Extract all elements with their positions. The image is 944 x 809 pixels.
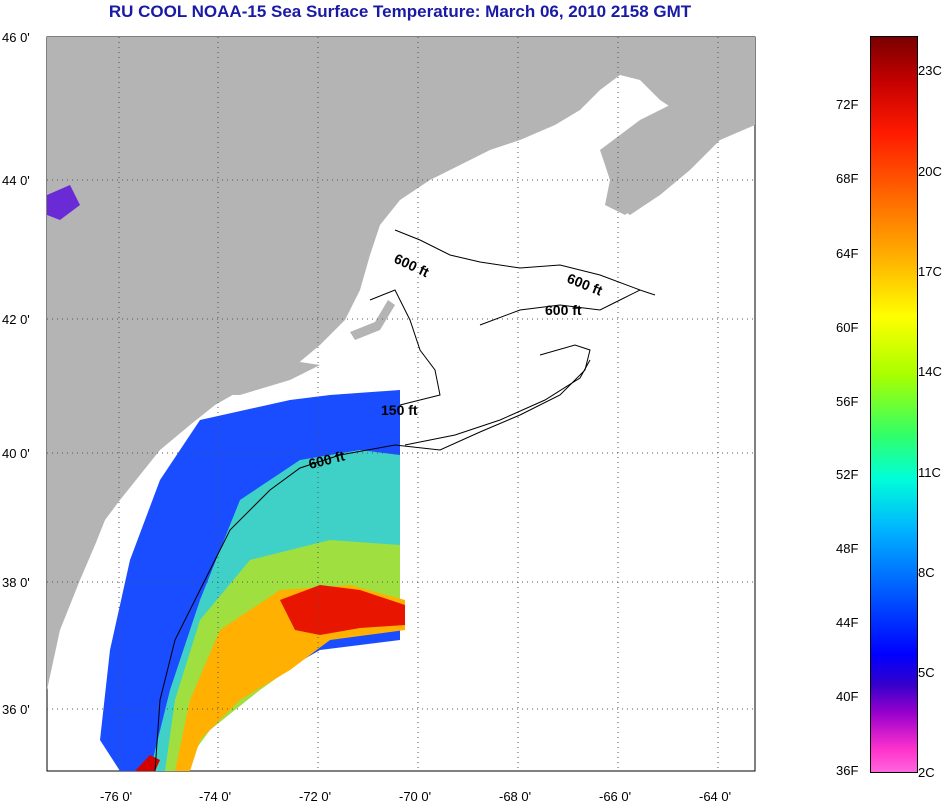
colorbar-f-36: 36F (836, 763, 859, 778)
lat-label-38: 38 0' (2, 575, 30, 590)
cape-cod (350, 300, 395, 340)
lon-label-74: -74 0' (199, 789, 231, 804)
colorbar-c-14: 14C (918, 364, 942, 379)
lon-label-72: -72 0' (299, 789, 331, 804)
sst-inland-purple (47, 185, 80, 220)
lon-label-68: -68 0' (499, 789, 531, 804)
colorbar-c-17: 17C (918, 264, 942, 279)
lat-label-44: 44 0' (2, 173, 30, 188)
lat-label-42: 42 0' (2, 312, 30, 327)
lat-label-40: 40 0' (2, 446, 30, 461)
lat-label-36: 36 0' (2, 702, 30, 717)
colorbar-f-60: 60F (836, 320, 859, 335)
colorbar-f-72: 72F (836, 97, 859, 112)
contour-label-150ft: 150 ft (381, 402, 418, 418)
grid-lines (47, 37, 755, 771)
colorbar-f-44: 44F (836, 615, 859, 630)
contour-label-600ft-bank: 600 ft (545, 302, 582, 318)
long-island (205, 362, 320, 395)
lat-label-46: 46 0' (2, 30, 30, 45)
lon-label-66: -66 0' (599, 789, 631, 804)
colorbar-f-64: 64F (836, 246, 859, 261)
map-title: RU COOL NOAA-15 Sea Surface Temperature:… (108, 2, 692, 21)
colorbar-f-48: 48F (836, 541, 859, 556)
colorbar-c-5: 5C (918, 665, 935, 680)
temperature-colorbar (870, 36, 918, 773)
sst-gulf-stream (280, 585, 405, 635)
depth-contours (154, 229, 656, 772)
colorbar-c-11: 11C (918, 465, 941, 480)
sst-hot-corner (135, 755, 160, 771)
colorbar-c-2: 2C (918, 765, 935, 780)
colorbar-c-23: 23C (918, 63, 942, 78)
colorbar-c-20: 20C (918, 164, 942, 179)
colorbar-f-40: 40F (836, 689, 859, 704)
colorbar-c-8: 8C (918, 565, 935, 580)
lon-label-70: -70 0' (399, 789, 431, 804)
colorbar-f-52: 52F (836, 467, 859, 482)
nova-scotia (600, 85, 755, 215)
colorbar-f-68: 68F (836, 171, 859, 186)
colorbar-f-56: 56F (836, 394, 859, 409)
sst-map: 600 ft 600 ft 600 ft 150 ft 600 ft 46 0'… (2, 30, 756, 804)
sst-swath-warm (175, 585, 405, 771)
land-mass (47, 37, 755, 690)
lon-label-76: -76 0' (100, 789, 132, 804)
lon-label-64: -64 0' (699, 789, 731, 804)
